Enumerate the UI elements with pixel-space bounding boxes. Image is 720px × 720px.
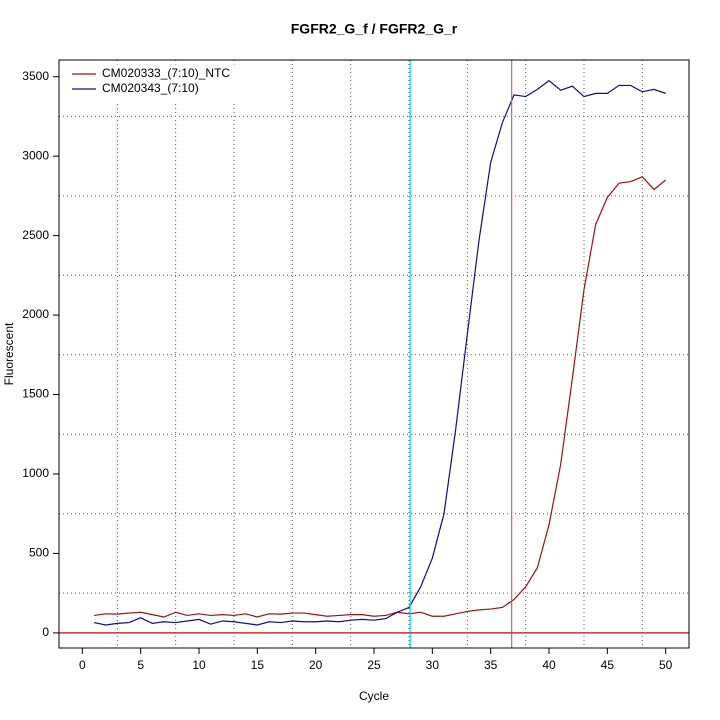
y-tick-label: 0 [42,625,49,639]
y-tick-label: 500 [29,546,49,560]
chart-title: FGFR2_G_f / FGFR2_G_r [291,21,458,37]
legend-label: CM020333_(7:10)_NTC [102,66,230,80]
plot-frame [58,59,690,649]
legend-label: CM020343_(7:10) [102,81,199,95]
x-tick-label: 50 [659,658,673,672]
series-line [93,79,666,626]
legend-box [63,64,240,102]
y-tick-label: 1000 [22,466,49,480]
x-tick-label: 15 [251,658,265,672]
y-axis-label: Fluorescent [2,322,16,385]
y-tick-label: 2000 [22,307,49,321]
x-tick-label: 10 [192,658,206,672]
x-tick-label: 40 [542,658,556,672]
x-tick-label: 5 [137,658,144,672]
x-tick-label: 25 [367,658,381,672]
x-tick-label: 20 [309,658,323,672]
x-tick-label: 45 [601,658,615,672]
y-tick-label: 3000 [22,148,49,162]
x-axis-label: Cycle [359,689,389,703]
x-tick-label: 0 [79,658,86,672]
y-tick-label: 3500 [22,69,49,83]
x-tick-label: 30 [426,658,440,672]
x-tick-label: 35 [484,658,498,672]
series-line [93,176,667,618]
y-tick-label: 1500 [22,387,49,401]
y-tick-label: 2500 [22,228,49,242]
